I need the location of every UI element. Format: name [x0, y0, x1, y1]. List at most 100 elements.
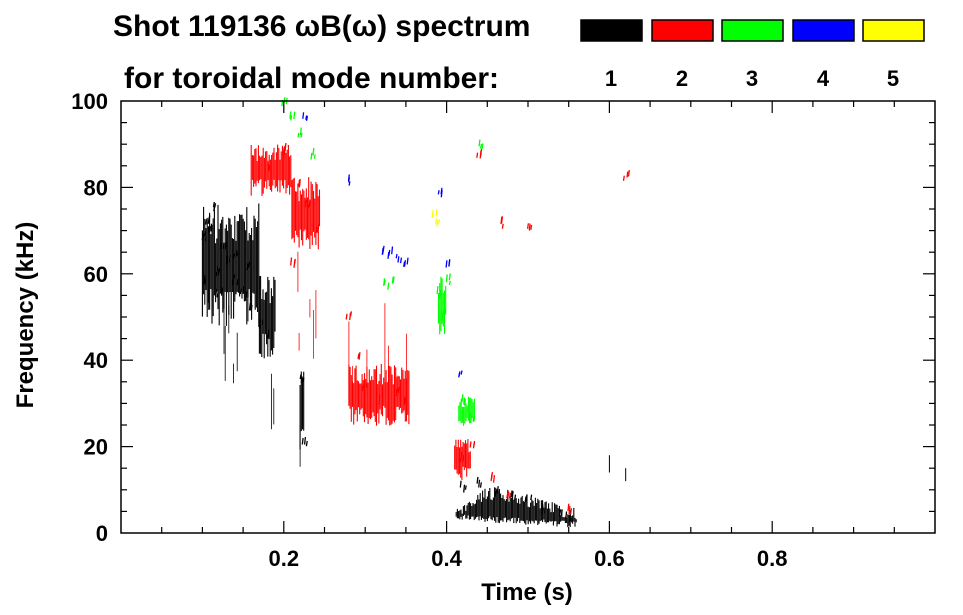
- spectrum-region: [201, 203, 260, 384]
- spectrum-point: [248, 261, 251, 268]
- x-tick-labels: 0.2 0.4 0.6 0.8: [269, 546, 788, 571]
- spectrum-point: [395, 388, 398, 396]
- spectrum-point: [478, 139, 481, 147]
- spectrum-point: [530, 494, 533, 501]
- spectrum-point: [396, 387, 399, 392]
- spectrum-point: [463, 484, 466, 493]
- spectrum-point: [302, 377, 305, 383]
- spectrum-point: [443, 308, 446, 316]
- spectrum-region: [258, 276, 276, 430]
- spectrum-point: [387, 282, 390, 290]
- spectrum-point: [468, 412, 471, 420]
- spectrum-point: [441, 312, 444, 320]
- spectrum-point: [392, 276, 395, 283]
- spectrum-point: [463, 397, 466, 405]
- spectrum-point: [460, 370, 463, 375]
- spectrum-point: [201, 233, 204, 241]
- spectrum-point: [495, 489, 498, 494]
- spectrum-region: [458, 396, 475, 426]
- spectrum-point: [358, 352, 361, 360]
- chart-title-line2: for toroidal mode number:: [124, 62, 499, 95]
- spectrum-point: [469, 415, 473, 424]
- spectrum-point: [461, 394, 464, 403]
- spectrum-point: [208, 226, 211, 233]
- x-axis-title: Time (s): [481, 579, 573, 606]
- spectrum-point: [246, 263, 249, 271]
- spectrum-point: [478, 479, 481, 488]
- spectrum-point: [203, 231, 206, 237]
- spectrum-point: [290, 115, 293, 121]
- spectrum-point: [627, 170, 630, 177]
- spectrum-point: [225, 255, 228, 264]
- spectrum-point: [445, 274, 448, 283]
- spectrum-point: [464, 485, 467, 490]
- spectrum-point: [480, 149, 483, 157]
- spectrum-point: [305, 440, 308, 447]
- spectrum-point: [305, 115, 309, 121]
- spectrum-point: [212, 201, 215, 208]
- spectrum-point: [258, 324, 261, 329]
- spectrum-region: [348, 303, 410, 426]
- spectrum-point: [404, 398, 407, 404]
- spectrum-point: [501, 223, 504, 229]
- spectrum-point: [473, 415, 476, 422]
- spectrum-point: [448, 273, 451, 281]
- spectrum-point: [448, 280, 451, 286]
- spectrum-point: [436, 286, 439, 294]
- spectrum-point: [215, 271, 218, 277]
- spectrum-point: [460, 451, 463, 458]
- spectrum-point: [462, 454, 465, 463]
- spectrum-point: [205, 219, 208, 225]
- spectrum-point: [395, 253, 398, 259]
- spectrum-point: [391, 276, 394, 284]
- legend-label-2: 2: [676, 66, 688, 91]
- spectrum-point: [362, 384, 365, 392]
- spectrum-point: [284, 143, 287, 152]
- spectrum-point: [349, 311, 353, 317]
- axis-ticks: [121, 101, 935, 533]
- spectrum-point: [302, 112, 305, 119]
- series-n2: [250, 143, 630, 515]
- spectrum-point: [479, 482, 482, 488]
- spectrum-point: [290, 257, 293, 266]
- spectrum-point: [506, 493, 509, 499]
- spectrum-point: [558, 510, 561, 517]
- spectrum-point: [267, 330, 270, 336]
- spectrum-point: [448, 259, 451, 267]
- spectrum-point: [204, 236, 207, 242]
- legend: 1 2 3 4 5: [580, 19, 925, 91]
- spectrum-point: [210, 223, 213, 232]
- spectrum-point: [382, 245, 385, 252]
- spectrum-point: [203, 277, 206, 284]
- spectrum-point: [283, 147, 286, 155]
- spectrum-point: [313, 154, 316, 159]
- spectrum-point: [203, 278, 206, 285]
- spectrum-point: [301, 437, 304, 445]
- spectrum-point: [357, 354, 360, 359]
- spectrum-point: [569, 515, 572, 522]
- spectrum-point: [437, 190, 440, 195]
- spectrum-point: [431, 210, 434, 218]
- spectrum-point: [399, 257, 403, 264]
- y-tick-label: 40: [84, 348, 108, 373]
- plot-marks: [201, 97, 630, 528]
- spectrum-point: [225, 242, 228, 250]
- spectrum-point: [216, 265, 219, 272]
- spectrum-point: [305, 115, 308, 120]
- spectrum-point: [303, 437, 307, 445]
- spectrum-point: [387, 251, 390, 259]
- y-axis-title: Frequency (kHz): [12, 222, 39, 409]
- legend-label-5: 5: [887, 66, 899, 91]
- spectrum-point: [440, 190, 443, 198]
- x-tick-label: 0.4: [431, 546, 462, 571]
- spectrum-point: [378, 397, 381, 405]
- spectrum-point: [228, 254, 231, 263]
- spectrum-point: [406, 257, 409, 265]
- legend-swatch-1: [580, 19, 643, 42]
- spectrum-point: [524, 496, 527, 503]
- spectrum-point: [298, 178, 301, 187]
- spectrum-point: [216, 292, 219, 298]
- legend-swatch-2: [651, 19, 714, 42]
- spectrum-point: [383, 278, 386, 286]
- y-tick-labels: 0 20 40 60 80 100: [71, 89, 108, 546]
